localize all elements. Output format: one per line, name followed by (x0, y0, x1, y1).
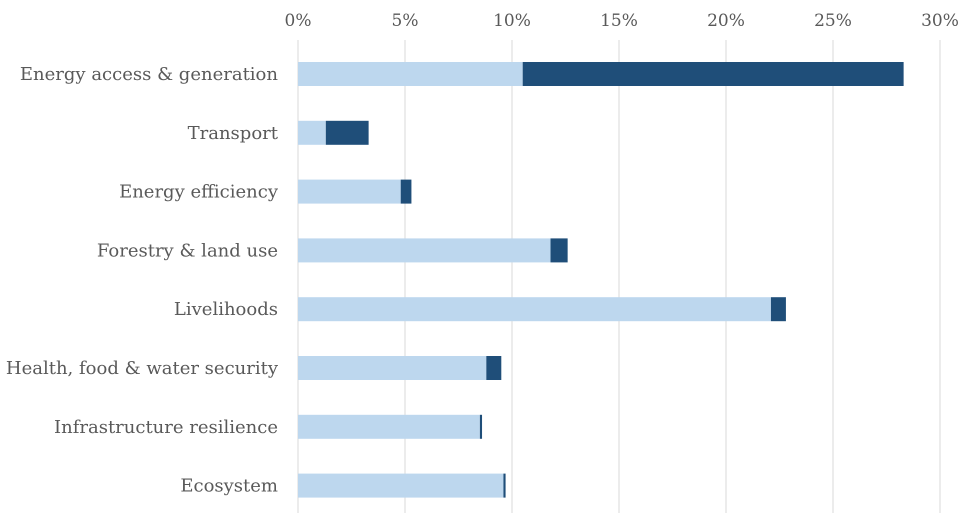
bar-segment-series-1 (298, 356, 487, 380)
category-label: Livelihoods (174, 299, 278, 320)
category-label: Energy access & generation (20, 64, 278, 85)
bar-segment-series-1 (298, 414, 480, 439)
category-label: Health, food & water security (6, 358, 279, 379)
x-tick-label: 30% (921, 11, 959, 31)
category-label: Forestry & land use (97, 240, 278, 261)
x-axis-tick-labels: 0% 5% 10% 15% 20% 25% 30% (285, 11, 959, 31)
bar-segment-series-2 (503, 473, 506, 498)
category-label: Infrastructure resilience (54, 417, 278, 438)
x-tick-label: 25% (814, 11, 852, 31)
category-label: Energy efficiency (119, 182, 279, 203)
x-tick-label: 0% (285, 11, 312, 31)
bar-segment-series-1 (298, 120, 326, 145)
x-tick-label: 10% (493, 11, 531, 31)
bar-segment-series-2 (486, 356, 502, 380)
x-tick-label: 20% (707, 11, 745, 31)
bar-segment-series-1 (298, 238, 551, 263)
x-tick-label: 15% (600, 11, 638, 31)
bar-segment-series-2 (770, 297, 786, 322)
bar-segment-series-1 (298, 473, 504, 498)
bars (298, 62, 904, 498)
bar-segment-series-2 (479, 414, 483, 439)
bar-segment-series-1 (298, 179, 401, 204)
bar-segment-series-1 (298, 62, 523, 86)
category-label: Transport (188, 123, 279, 144)
bar-segment-series-1 (298, 297, 771, 322)
gridlines (297, 40, 941, 513)
category-labels: Energy access & generation Transport Energ… (6, 64, 279, 497)
bar-segment-series-2 (550, 238, 568, 263)
x-tick-label: 5% (392, 11, 419, 31)
bar-segment-series-2 (400, 179, 412, 204)
category-label: Ecosystem (180, 476, 278, 497)
bar-segment-series-2 (325, 120, 369, 145)
bar-segment-series-2 (522, 62, 904, 86)
